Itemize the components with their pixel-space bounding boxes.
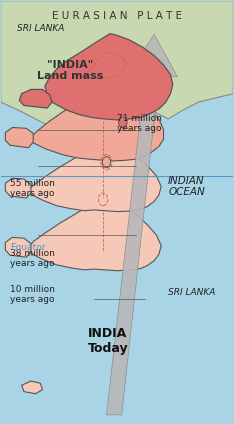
Text: "INDIA"
Land mass: "INDIA" Land mass: [37, 60, 104, 81]
Text: SRI LANKA: SRI LANKA: [17, 24, 64, 33]
Polygon shape: [22, 381, 43, 394]
Polygon shape: [29, 194, 161, 271]
Polygon shape: [5, 178, 31, 198]
Polygon shape: [19, 89, 52, 108]
Polygon shape: [31, 83, 164, 161]
Polygon shape: [5, 128, 33, 148]
Text: Equator: Equator: [10, 243, 45, 252]
Polygon shape: [1, 1, 233, 132]
Text: E U R A S I A N   P L A T E: E U R A S I A N P L A T E: [52, 11, 182, 21]
Polygon shape: [106, 34, 177, 415]
Text: INDIA
Today: INDIA Today: [87, 327, 128, 355]
Ellipse shape: [102, 156, 111, 167]
Ellipse shape: [119, 117, 127, 128]
Text: 71 million
years ago: 71 million years ago: [117, 114, 162, 133]
Polygon shape: [45, 33, 173, 120]
Text: 38 million
years ago: 38 million years ago: [10, 249, 55, 268]
Text: 10 million
years ago: 10 million years ago: [10, 285, 55, 304]
Polygon shape: [29, 138, 161, 212]
Text: 55 million
years ago: 55 million years ago: [10, 179, 55, 198]
Text: INDIAN
OCEAN: INDIAN OCEAN: [168, 176, 205, 198]
Polygon shape: [5, 237, 31, 257]
Text: SRI LANKA: SRI LANKA: [168, 288, 216, 297]
